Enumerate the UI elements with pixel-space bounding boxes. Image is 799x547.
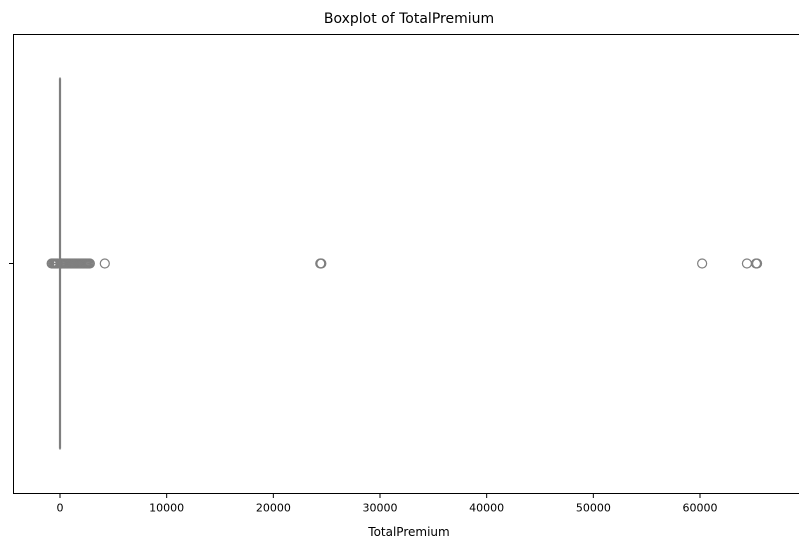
x-tick-label: 30000 bbox=[363, 502, 398, 515]
plot-frame bbox=[13, 34, 799, 494]
x-tick-label: 0 bbox=[57, 502, 64, 515]
x-tick-label: 20000 bbox=[256, 502, 291, 515]
x-axis-ticks: 0 10000 20000 30000 40000 50000 60000 bbox=[57, 493, 718, 515]
x-tick-label: 40000 bbox=[469, 502, 504, 515]
outlier-point bbox=[84, 258, 95, 269]
x-tick-label: 10000 bbox=[149, 502, 184, 515]
outlier-point bbox=[316, 258, 327, 269]
x-tick-label: 50000 bbox=[576, 502, 611, 515]
outlier-point bbox=[697, 258, 708, 269]
chart-title: Boxplot of TotalPremium bbox=[324, 11, 494, 27]
x-tick-label: 60000 bbox=[683, 502, 718, 515]
box bbox=[49, 77, 84, 450]
x-axis-label: TotalPremium bbox=[367, 525, 449, 539]
outliers bbox=[46, 258, 763, 269]
outlier-point bbox=[741, 258, 753, 269]
outlier-point bbox=[99, 258, 110, 269]
outlier-point bbox=[751, 258, 763, 269]
